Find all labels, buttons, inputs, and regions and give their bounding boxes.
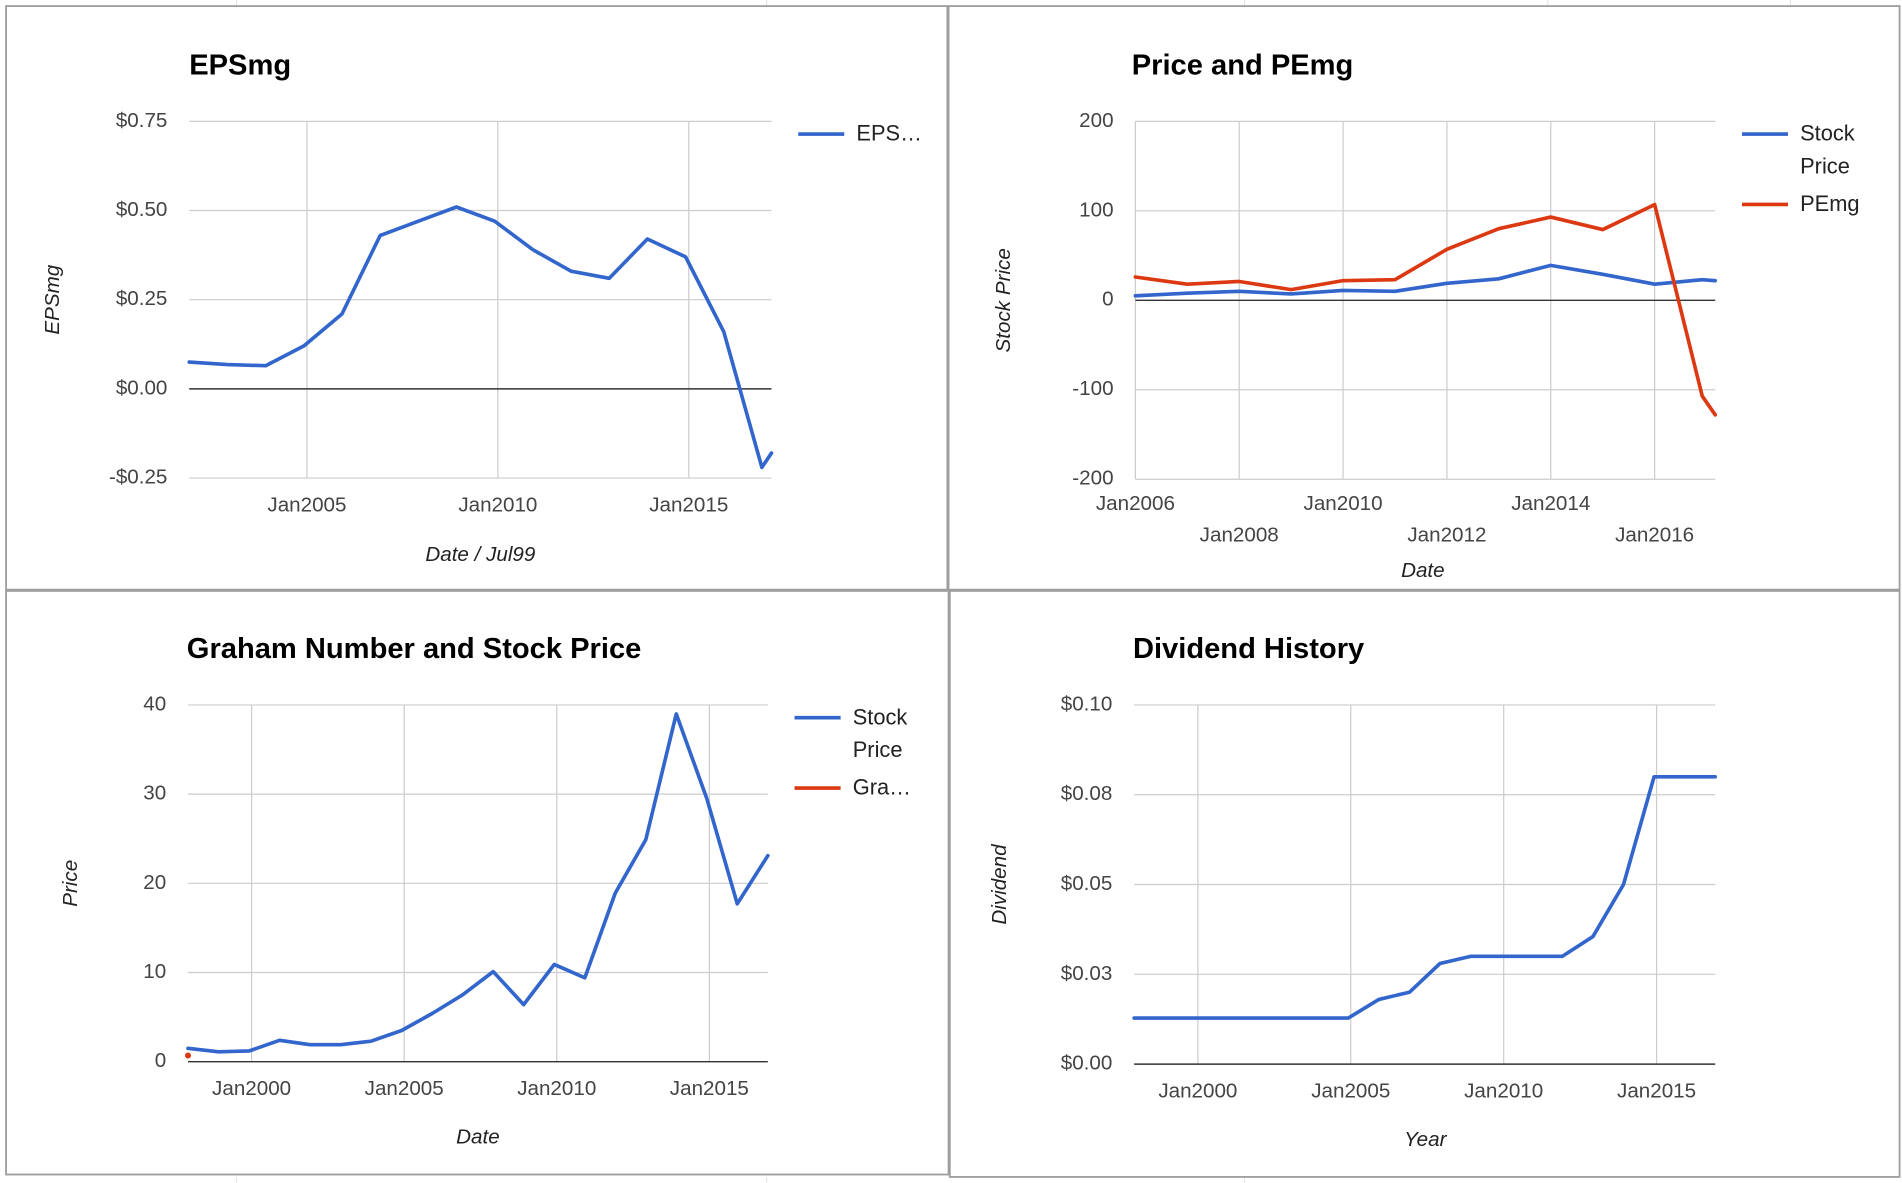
x-tick-label: Jan2008 [1200, 524, 1279, 547]
x-axis-label: Date [456, 1126, 500, 1149]
sheet-grid [235, 0, 1792, 1183]
y-axis-label: Stock Price [992, 248, 1015, 352]
y-tick-label: -100 [1072, 377, 1113, 400]
y-tick-label: $0.03 [1061, 962, 1113, 985]
legend-item: Stock Price [1741, 118, 1897, 184]
series-line [1133, 202, 1718, 417]
legend-label: Gra… [852, 775, 911, 800]
x-tick-label: Jan2015 [670, 1077, 749, 1100]
legend-item: Stock Price [794, 701, 950, 767]
y-tick-label: $0.25 [116, 287, 168, 310]
legend-item: Gra… [794, 772, 950, 805]
chart-title: EPSmg [189, 49, 291, 81]
y-axis-label: Dividend [988, 844, 1011, 925]
y-tick-label: -200 [1072, 467, 1113, 490]
legend-box: Stock Price PEmg [1741, 118, 1897, 221]
chart-title: Graham Number and Stock Price [187, 633, 642, 665]
y-tick-label: $0.50 [116, 198, 168, 221]
x-tick-label: Jan2010 [1304, 492, 1383, 515]
y-tick-label: $0.08 [1061, 782, 1113, 805]
y-axis-label: EPSmg [41, 264, 64, 334]
y-tick-label: 200 [1079, 109, 1113, 132]
y-tick-label: 30 [143, 782, 166, 805]
legend-swatch [794, 786, 841, 790]
y-tick-label: $0.00 [1061, 1052, 1113, 1075]
legend: EPS… [798, 118, 953, 151]
y-axis-label: Price [59, 860, 82, 907]
series-line [1132, 774, 1718, 1020]
panel [947, 5, 1901, 591]
legend: Stock Price PEmg [1741, 118, 1897, 221]
x-tick-label: Jan2005 [1311, 1079, 1390, 1102]
y-tick-label: 0 [1102, 288, 1113, 311]
x-axis-label: Date / Jul99 [425, 543, 536, 566]
legend-item: PEmg [1741, 188, 1897, 221]
legend-swatch [1741, 132, 1788, 136]
legend-swatch [1741, 202, 1788, 207]
y-tick-label: 10 [143, 960, 166, 983]
legend-box: EPS… [798, 118, 953, 151]
y-tick-label: $0.10 [1061, 692, 1113, 715]
series-line [1133, 263, 1718, 298]
x-tick-label: Jan2012 [1407, 524, 1486, 547]
legend-label: Stock Price [1800, 121, 1855, 179]
y-tick-label: $0.75 [116, 109, 168, 132]
y-tick-label: -$0.25 [109, 466, 167, 489]
x-tick-label: Jan2000 [212, 1077, 291, 1100]
panel [5, 5, 949, 591]
x-tick-label: Jan2010 [1464, 1079, 1543, 1102]
x-tick-label: Jan2015 [1617, 1079, 1696, 1102]
legend-item: EPS… [798, 118, 953, 151]
x-tick-label: Jan2014 [1511, 492, 1590, 515]
y-tick-label: 40 [143, 692, 166, 715]
legend-label: Stock Price [852, 704, 908, 762]
y-tick-label: $0.00 [116, 376, 168, 399]
y-tick-label: 100 [1079, 198, 1113, 221]
x-tick-label: Jan2010 [458, 493, 537, 516]
x-tick-label: Jan2010 [517, 1077, 596, 1100]
legend-swatch [798, 132, 845, 136]
x-axis-label: Date [1401, 559, 1445, 582]
legend: Stock Price Gra… [794, 701, 950, 805]
series-line [187, 205, 774, 470]
x-tick-label: Jan2005 [365, 1077, 444, 1100]
y-tick-label: $0.05 [1061, 872, 1113, 895]
chart-title: Dividend History [1133, 633, 1365, 665]
y-tick-label: 0 [155, 1049, 166, 1072]
legend-box: Stock Price Gra… [794, 701, 950, 805]
legend-label: PEmg [1800, 191, 1860, 216]
y-tick-label: 20 [143, 871, 166, 894]
chart-title: Price and PEmg [1132, 49, 1354, 81]
legend-swatch [794, 715, 841, 720]
legend-label: EPS… [856, 121, 922, 146]
x-tick-label: Jan2016 [1615, 524, 1694, 547]
series-line [186, 712, 770, 1054]
x-tick-label: Jan2006 [1096, 492, 1175, 515]
x-tick-label: Jan2005 [267, 493, 346, 516]
x-axis-label: Year [1404, 1128, 1448, 1151]
x-tick-label: Jan2000 [1158, 1079, 1237, 1102]
x-tick-label: Jan2015 [649, 493, 728, 516]
